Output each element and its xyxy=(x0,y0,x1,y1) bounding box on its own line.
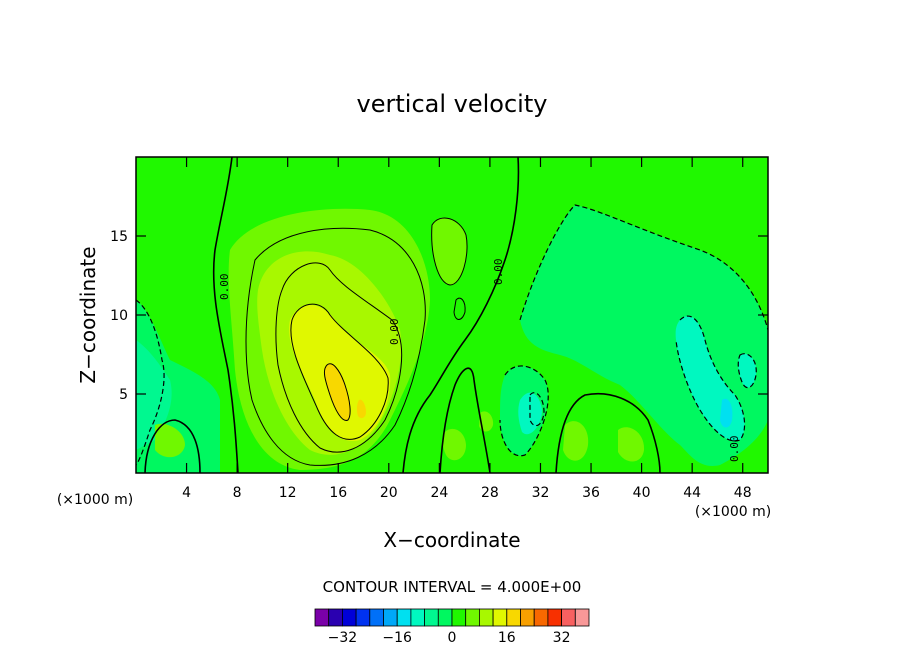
field-cell-lower-5 xyxy=(155,423,185,458)
contour-lines-negative xyxy=(136,204,768,466)
x-unit-right: (×1000 m) xyxy=(695,504,771,520)
colorbar-tick-label: 16 xyxy=(498,630,516,646)
contour-interval-label: CONTOUR INTERVAL = 4.000E+00 xyxy=(323,578,582,596)
x-axis-label: X−coordinate xyxy=(383,528,520,552)
contour-zero-lower xyxy=(439,367,491,473)
contour-zero-right xyxy=(555,393,661,473)
colorbar-swatch xyxy=(328,608,343,627)
contour-cell-small xyxy=(453,297,466,320)
colorbar-swatch xyxy=(533,608,549,627)
colorbar-swatch xyxy=(492,608,508,627)
field-negative-right-6 xyxy=(720,398,733,428)
x-tick-label: 44 xyxy=(683,485,701,501)
chart-title: vertical velocity xyxy=(357,90,548,118)
contour-neg-right-tiny xyxy=(529,392,545,427)
x-tick-label: 20 xyxy=(380,485,398,501)
colorbar-swatch xyxy=(506,608,521,627)
plot-area: 0.00 0.00 0.00 0.00 xyxy=(136,157,768,473)
x-tick-label: 32 xyxy=(532,485,550,501)
colorbar-tick-label: 0 xyxy=(448,630,457,646)
contour-4 xyxy=(245,227,426,466)
x-tick-label: 48 xyxy=(734,485,752,501)
colorbar-swatch xyxy=(451,608,467,627)
contour-zero-center xyxy=(402,157,520,473)
field-cell-lower-3 xyxy=(563,421,589,461)
colorbar-swatch xyxy=(561,608,576,627)
field-negative-left-inner xyxy=(136,340,172,450)
y-tick-label: 15 xyxy=(110,229,128,245)
field-updraft-16b xyxy=(356,399,366,419)
contour-neg-right-inner xyxy=(675,315,746,442)
contour-neg-left xyxy=(136,299,165,466)
contour-label: 0.00 xyxy=(492,259,505,286)
contour-label: 0.00 xyxy=(728,436,741,463)
colorbar-swatch xyxy=(410,608,425,627)
colorbar-swatch xyxy=(547,608,563,627)
colorbar-swatch xyxy=(520,608,535,627)
contour-16 xyxy=(323,363,351,421)
colorbar-swatch xyxy=(341,608,357,627)
field-cell-lower-4 xyxy=(618,427,645,462)
contour-cell-upper xyxy=(431,217,468,286)
colorbar-swatch xyxy=(355,608,371,627)
colorbar-swatch xyxy=(437,608,453,627)
y-axis: 5 10 15 xyxy=(110,229,768,403)
field-negative-right-5 xyxy=(738,353,757,388)
colorbar-swatch xyxy=(383,608,398,627)
y-tick-label: 10 xyxy=(110,308,128,324)
x-tick-label: 28 xyxy=(481,485,499,501)
contour-zero-far-left xyxy=(144,419,201,473)
contour-neg-right-outer xyxy=(519,204,768,331)
contour-label: 0.00 xyxy=(388,319,401,346)
y-tick-label: 5 xyxy=(119,387,128,403)
colorbar-swatch xyxy=(424,608,439,627)
contour-lines xyxy=(144,157,661,473)
contour-neg-right-mid xyxy=(499,365,549,457)
x-tick-label: 40 xyxy=(633,485,651,501)
colorbar-swatch xyxy=(369,608,384,627)
colorbar-tick-label: 32 xyxy=(553,630,571,646)
colorbar-swatch xyxy=(465,608,480,627)
x-axis: 4 8 12 16 20 24 28 32 36 40 44 48 xyxy=(182,157,752,501)
contour-label: 0.00 xyxy=(218,274,231,301)
colorbar-swatch xyxy=(314,608,330,627)
colorbar-tick-label: −16 xyxy=(382,630,412,646)
contour-12 xyxy=(290,303,389,440)
x-unit-left: (×1000 m) xyxy=(57,492,133,508)
colorbar-swatch xyxy=(396,608,412,627)
x-tick-label: 4 xyxy=(182,485,191,501)
contour-zero-left xyxy=(212,157,239,473)
x-tick-label: 12 xyxy=(279,485,297,501)
y-axis-label: Z−coordinate xyxy=(76,246,100,383)
contour-8 xyxy=(275,262,403,453)
x-tick-label: 16 xyxy=(329,485,347,501)
field-updraft-16 xyxy=(324,363,351,421)
x-tick-label: 24 xyxy=(430,485,448,501)
colorbar-tick-label: −32 xyxy=(328,630,358,646)
field-cell-upper xyxy=(431,217,468,285)
colorbar: −32 −16 0 16 32 xyxy=(314,608,590,646)
field-cell-lower-1 xyxy=(442,428,466,461)
colorbar-swatch xyxy=(478,608,494,627)
x-tick-label: 36 xyxy=(582,485,600,501)
colorbar-swatch xyxy=(574,608,590,627)
x-tick-label: 8 xyxy=(233,485,242,501)
